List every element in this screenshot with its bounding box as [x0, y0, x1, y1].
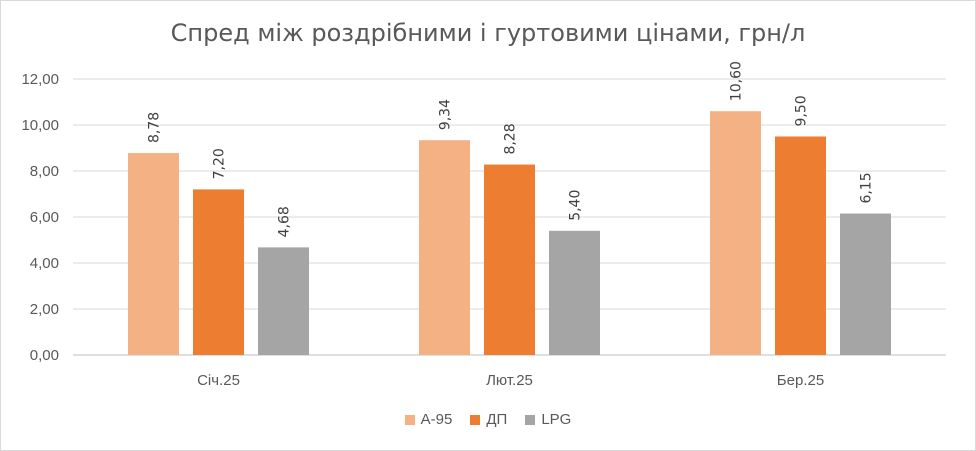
legend-label: LPG — [541, 411, 572, 428]
data-label: 7,20 — [212, 148, 228, 179]
bar — [549, 230, 600, 355]
y-tick-label: 2,00 — [30, 301, 59, 318]
data-label: 8,78 — [147, 112, 163, 143]
bar — [775, 136, 826, 355]
chart-title: Спред між роздрібними і гуртовими цінами… — [170, 19, 806, 47]
data-label: 10,60 — [729, 61, 745, 101]
bar — [258, 247, 309, 355]
legend-item: ДП — [470, 411, 507, 428]
data-label: 6,15 — [859, 172, 875, 203]
legend-swatch — [470, 414, 481, 425]
y-tick-label: 6,00 — [30, 209, 59, 226]
bar — [840, 213, 891, 355]
legend-label: ДП — [486, 411, 508, 428]
data-label: 9,34 — [438, 99, 454, 130]
y-tick-label: 10,00 — [21, 117, 59, 134]
bar — [419, 140, 470, 355]
data-label: 5,40 — [568, 190, 584, 221]
y-tick-label: 4,00 — [30, 255, 59, 272]
data-label: 4,68 — [277, 206, 293, 237]
y-tick-label: 0,00 — [30, 347, 59, 364]
y-tick-label: 8,00 — [30, 163, 59, 180]
bar — [128, 153, 179, 355]
chart-legend: А-95 ДП LPG — [1, 411, 975, 428]
legend-item: А-95 — [404, 411, 453, 428]
legend-swatch — [525, 414, 536, 425]
legend-label: А-95 — [420, 411, 453, 428]
x-tick-label: Бер.25 — [777, 372, 824, 389]
bar — [710, 111, 761, 355]
bar — [484, 164, 535, 355]
legend-swatch — [404, 414, 415, 425]
data-label: 8,28 — [503, 123, 519, 154]
x-tick-label: Січ.25 — [197, 372, 240, 389]
data-label: 9,50 — [794, 95, 810, 126]
legend-item: LPG — [525, 411, 571, 428]
y-tick-label: 12,00 — [21, 71, 59, 88]
x-tick-label: Лют.25 — [486, 372, 533, 389]
bar — [193, 189, 244, 355]
